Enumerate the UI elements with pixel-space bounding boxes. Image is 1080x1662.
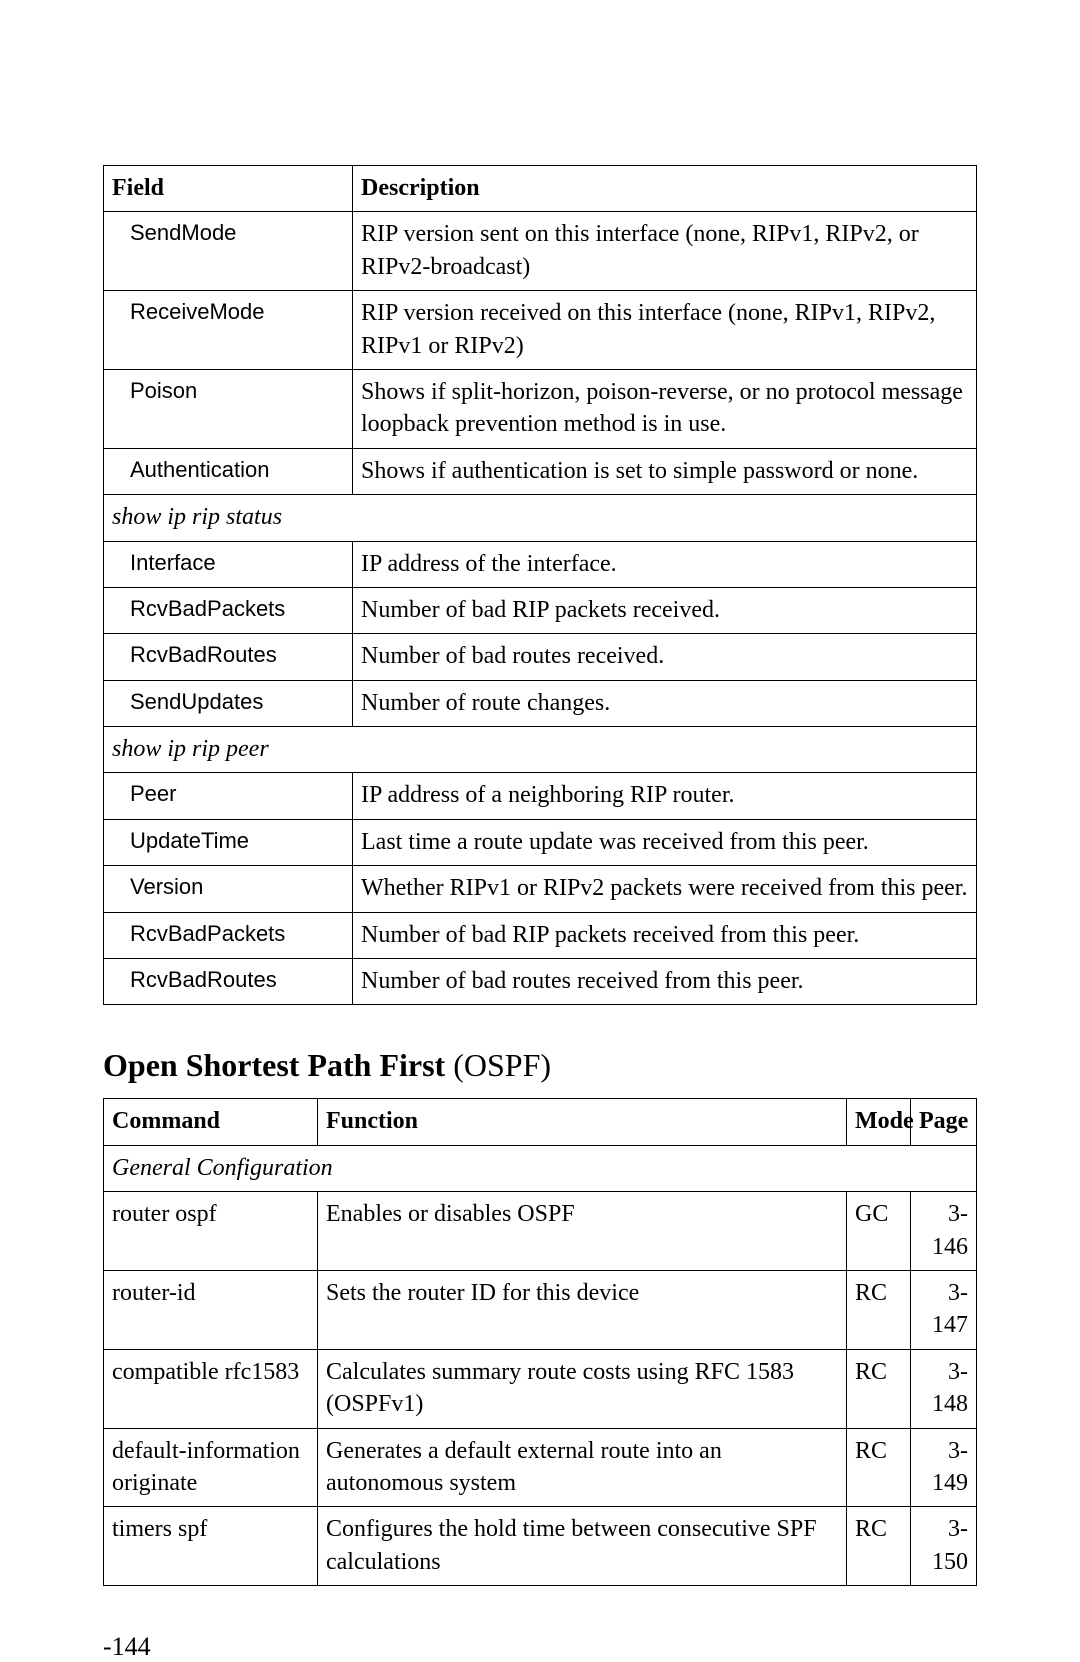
cell-function: Configures the hold time between consecu… bbox=[318, 1507, 847, 1586]
table-row: Peer IP address of a neighboring RIP rou… bbox=[104, 773, 977, 819]
cell-desc: Number of bad routes received. bbox=[353, 634, 977, 680]
cell-mode: GC bbox=[847, 1192, 911, 1271]
cell-command: compatible rfc1583 bbox=[104, 1349, 318, 1428]
cell-mode: RC bbox=[847, 1349, 911, 1428]
cell-field: SendUpdates bbox=[104, 680, 353, 726]
section-cell: show ip rip status bbox=[104, 495, 977, 541]
cell-page: 3-147 bbox=[911, 1270, 977, 1349]
cell-desc: Number of route changes. bbox=[353, 680, 977, 726]
table-row: RcvBadPackets Number of bad RIP packets … bbox=[104, 912, 977, 958]
table-header-row: Field Description bbox=[104, 166, 977, 212]
cell-page: 3-146 bbox=[911, 1192, 977, 1271]
table-row: router ospf Enables or disables OSPF GC … bbox=[104, 1192, 977, 1271]
cell-field: SendMode bbox=[104, 212, 353, 291]
cell-page: 3-149 bbox=[911, 1428, 977, 1507]
cell-page: 3-150 bbox=[911, 1507, 977, 1586]
table-row: SendUpdates Number of route changes. bbox=[104, 680, 977, 726]
cell-function: Calculates summary route costs using RFC… bbox=[318, 1349, 847, 1428]
table-row: RcvBadPackets Number of bad RIP packets … bbox=[104, 587, 977, 633]
cell-field: UpdateTime bbox=[104, 819, 353, 865]
header-command: Command bbox=[104, 1099, 318, 1145]
cell-desc: Whether RIPv1 or RIPv2 packets were rece… bbox=[353, 866, 977, 912]
cell-field: RcvBadRoutes bbox=[104, 959, 353, 1005]
table-row: ReceiveMode RIP version received on this… bbox=[104, 291, 977, 370]
header-mode: Mode bbox=[847, 1099, 911, 1145]
table-row: Interface IP address of the interface. bbox=[104, 541, 977, 587]
cell-command: timers spf bbox=[104, 1507, 318, 1586]
cell-field: RcvBadPackets bbox=[104, 912, 353, 958]
cell-field: ReceiveMode bbox=[104, 291, 353, 370]
cell-desc: RIP version sent on this interface (none… bbox=[353, 212, 977, 291]
cell-desc: IP address of a neighboring RIP router. bbox=[353, 773, 977, 819]
cell-field: RcvBadPackets bbox=[104, 587, 353, 633]
section-title: Open Shortest Path First (OSPF) bbox=[103, 1047, 977, 1084]
section-title-rest: (OSPF) bbox=[445, 1047, 551, 1083]
cell-field: Peer bbox=[104, 773, 353, 819]
cell-function: Sets the router ID for this device bbox=[318, 1270, 847, 1349]
table-row: Authentication Shows if authentication i… bbox=[104, 448, 977, 494]
table-row: Poison Shows if split-horizon, poison-re… bbox=[104, 369, 977, 448]
table-row: RcvBadRoutes Number of bad routes receiv… bbox=[104, 634, 977, 680]
cell-desc: RIP version received on this interface (… bbox=[353, 291, 977, 370]
table-section-row: General Configuration bbox=[104, 1145, 977, 1191]
cell-field: Interface bbox=[104, 541, 353, 587]
cell-function: Generates a default external route into … bbox=[318, 1428, 847, 1507]
cell-desc: Number of bad routes received from this … bbox=[353, 959, 977, 1005]
ospf-commands-table: Command Function Mode Page General Confi… bbox=[103, 1098, 977, 1586]
page-number: -144 bbox=[103, 1632, 977, 1662]
cell-command: router-id bbox=[104, 1270, 318, 1349]
field-description-table: Field Description SendMode RIP version s… bbox=[103, 165, 977, 1005]
header-function: Function bbox=[318, 1099, 847, 1145]
header-description: Description bbox=[353, 166, 977, 212]
section-cell: General Configuration bbox=[104, 1145, 977, 1191]
table-row: Version Whether RIPv1 or RIPv2 packets w… bbox=[104, 866, 977, 912]
cell-desc: Last time a route update was received fr… bbox=[353, 819, 977, 865]
cell-function: Enables or disables OSPF bbox=[318, 1192, 847, 1271]
cell-desc: Number of bad RIP packets received. bbox=[353, 587, 977, 633]
cell-mode: RC bbox=[847, 1428, 911, 1507]
cell-field: Version bbox=[104, 866, 353, 912]
table-row: router-id Sets the router ID for this de… bbox=[104, 1270, 977, 1349]
cell-desc: IP address of the interface. bbox=[353, 541, 977, 587]
section-title-bold: Open Shortest Path First bbox=[103, 1047, 445, 1083]
cell-mode: RC bbox=[847, 1270, 911, 1349]
cell-field: Authentication bbox=[104, 448, 353, 494]
section-cell: show ip rip peer bbox=[104, 727, 977, 773]
cell-command: router ospf bbox=[104, 1192, 318, 1271]
table-row: compatible rfc1583 Calculates summary ro… bbox=[104, 1349, 977, 1428]
table-row: SendMode RIP version sent on this interf… bbox=[104, 212, 977, 291]
table-section-row: show ip rip peer bbox=[104, 727, 977, 773]
table-row: UpdateTime Last time a route update was … bbox=[104, 819, 977, 865]
cell-desc: Number of bad RIP packets received from … bbox=[353, 912, 977, 958]
cell-field: Poison bbox=[104, 369, 353, 448]
page: Field Description SendMode RIP version s… bbox=[0, 0, 1080, 1570]
table-row: default-information originate Generates … bbox=[104, 1428, 977, 1507]
header-field: Field bbox=[104, 166, 353, 212]
cell-desc: Shows if authentication is set to simple… bbox=[353, 448, 977, 494]
table-row: timers spf Configures the hold time betw… bbox=[104, 1507, 977, 1586]
cell-field: RcvBadRoutes bbox=[104, 634, 353, 680]
table-section-row: show ip rip status bbox=[104, 495, 977, 541]
cell-page: 3-148 bbox=[911, 1349, 977, 1428]
table-header-row: Command Function Mode Page bbox=[104, 1099, 977, 1145]
table-row: RcvBadRoutes Number of bad routes receiv… bbox=[104, 959, 977, 1005]
header-page: Page bbox=[911, 1099, 977, 1145]
cell-command: default-information originate bbox=[104, 1428, 318, 1507]
cell-mode: RC bbox=[847, 1507, 911, 1586]
cell-desc: Shows if split-horizon, poison-reverse, … bbox=[353, 369, 977, 448]
